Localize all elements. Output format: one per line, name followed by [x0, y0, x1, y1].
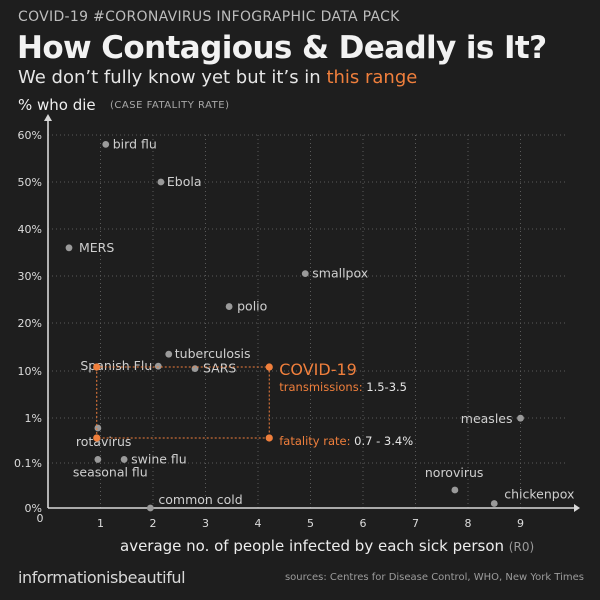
data-label: polio [237, 299, 267, 314]
data-label: MERS [79, 240, 114, 255]
data-point [94, 424, 102, 432]
x-tick-label: 8 [465, 517, 472, 530]
x-tick-label: 6 [360, 517, 367, 530]
x-tick-label: 3 [202, 517, 209, 530]
x-tick-label: 1 [97, 517, 104, 530]
y-tick-label: 60% [18, 129, 42, 142]
data-label: common cold [158, 492, 242, 507]
x-tick-label: 5 [307, 517, 314, 530]
y-tick-label: 0.1% [14, 457, 42, 470]
subtitle-highlight: this range [326, 67, 418, 88]
data-point [65, 244, 73, 252]
covid-range-point [265, 434, 273, 442]
brand-logo: informationisbeautiful [18, 568, 186, 587]
data-label: seasonal flu [73, 464, 148, 479]
y-axis-label: % who die [18, 96, 96, 114]
data-label: rotavirus [76, 434, 132, 449]
grid [48, 134, 568, 508]
y-axis-sublabel: (CASE FATALITY RATE) [110, 100, 230, 111]
kicker: COVID-19 #CORONAVIRUS INFOGRAPHIC DATA P… [18, 9, 400, 25]
y-axis-arrow [44, 114, 52, 121]
data-label: Spanish Flu [80, 358, 152, 373]
x-axis-arrow [574, 504, 580, 512]
data-label: smallpox [312, 266, 368, 281]
y-tick-label: 40% [18, 223, 42, 236]
covid-transmissions: transmissions: 1.5-3.5 [279, 380, 407, 394]
data-point [94, 456, 102, 463]
data-label: measles [461, 411, 513, 426]
data-point [225, 303, 233, 310]
data-label: tuberculosis [175, 346, 251, 361]
covid-range-box [96, 366, 270, 439]
x-tick-label: 4 [255, 517, 262, 530]
data-label: bird flu [113, 136, 157, 151]
subtitle: We don’t fully know yet but it’s in this… [18, 67, 417, 88]
data-point [517, 414, 524, 422]
sources: sources: Centres for Disease Control, WH… [284, 572, 584, 583]
data-label: SARS [203, 361, 236, 376]
covid-range-point [93, 363, 101, 371]
data-label: Ebola [167, 174, 202, 189]
y-tick-label: 20% [18, 317, 42, 330]
data-point [102, 141, 110, 148]
x-tick-label: 7 [412, 517, 419, 530]
covid-label: COVID-19 [279, 360, 357, 379]
data-point [120, 456, 128, 463]
x-axis-label-text: average no. of people infected by each s… [120, 537, 505, 555]
y-tick-label: 10% [18, 365, 42, 378]
data-label: swine flu [131, 451, 187, 466]
data-point [191, 365, 199, 372]
y-tick-label: 50% [18, 176, 42, 189]
x-axis-label: average no. of people infected by each s… [120, 537, 534, 555]
covid-range-point [265, 363, 273, 371]
y-tick-label: 1% [25, 412, 42, 425]
data-label: norovirus [425, 465, 484, 480]
y-tick-label: 30% [18, 270, 42, 283]
y-tick-label: 0% [25, 502, 42, 515]
x-tick-label: 9 [517, 517, 524, 530]
covid-fatality: fatality rate: 0.7 - 3.4% [279, 434, 413, 448]
data-point [146, 504, 154, 512]
data-point [301, 270, 309, 278]
data-label: chickenpox [504, 487, 574, 502]
x-tick-label: 0 [37, 512, 44, 525]
data-point [165, 350, 173, 358]
data-point [451, 486, 459, 494]
x-tick-label: 2 [150, 517, 157, 530]
data-point [157, 178, 165, 186]
subtitle-text: We don’t fully know yet but it’s in [18, 67, 327, 88]
x-axis-sublabel: (R0) [508, 540, 535, 554]
covid-range-point [93, 434, 101, 442]
page-title: How Contagious & Deadly is It? [17, 30, 547, 66]
data-point [154, 362, 162, 370]
data-point [490, 500, 498, 507]
